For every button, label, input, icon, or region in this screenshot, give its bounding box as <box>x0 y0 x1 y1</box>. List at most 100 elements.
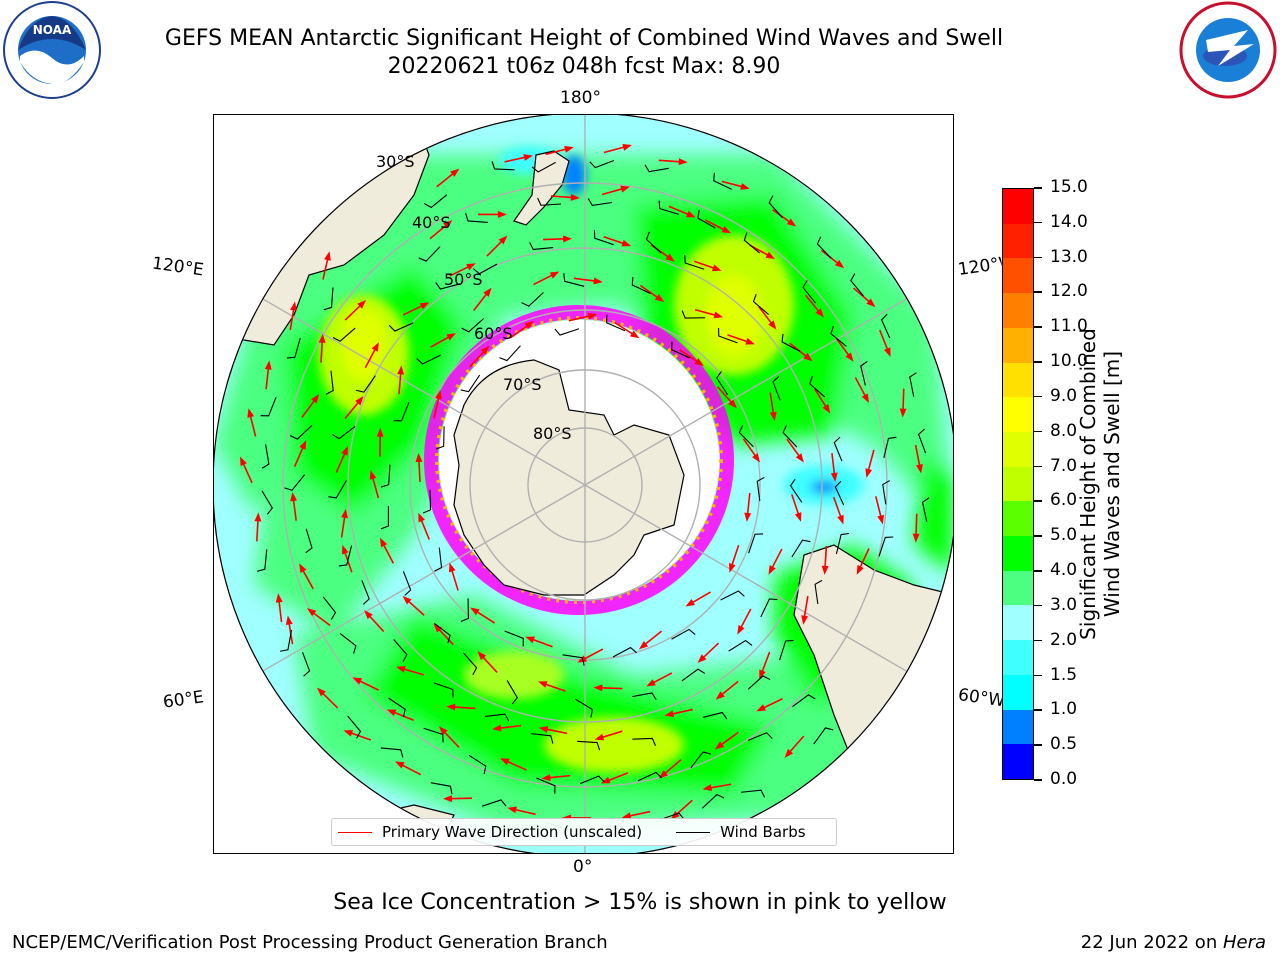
wave-direction-arrowhead <box>357 299 367 309</box>
wind-barb <box>380 747 404 758</box>
wind-barb <box>718 327 738 344</box>
lon-label-120e: 120°E <box>150 253 205 281</box>
wave-direction-arrowhead <box>801 615 809 625</box>
colorbar-tick-mark <box>1034 535 1042 537</box>
wind-barb <box>760 598 778 618</box>
footer-date-text: 22 Jun 2022 on <box>1080 932 1223 953</box>
wind-barb <box>256 549 268 572</box>
wave-direction-arrowhead <box>737 625 745 635</box>
wave-direction-arrow <box>509 324 529 339</box>
wave-direction-arrowhead <box>740 183 750 190</box>
wave-direction-arrowhead <box>419 302 430 310</box>
wave-direction-arrow <box>671 708 694 715</box>
colorbar-segment <box>1003 570 1033 606</box>
wave-direction-arrowhead <box>376 427 384 437</box>
wind-barb <box>289 424 313 440</box>
wave-direction-arrowhead <box>837 514 844 525</box>
wind-barb <box>563 273 585 287</box>
wave-direction-arrow <box>430 335 451 348</box>
wave-direction-arrow <box>344 304 362 321</box>
wave-direction-arrowhead <box>670 811 680 820</box>
wave-direction-arrowhead <box>254 512 262 522</box>
lat-label-50s: 50°S <box>444 270 483 289</box>
wave-direction-arrowhead <box>523 154 533 161</box>
wind-barb <box>713 172 733 190</box>
wave-direction-arrow <box>600 686 623 690</box>
wave-direction-arrow <box>513 808 536 816</box>
colorbar-tick-label: 0.0 <box>1050 769 1078 789</box>
wave-direction-arrow <box>371 476 380 499</box>
wave-direction-arrow <box>301 569 314 590</box>
colorbar-tick-mark <box>1034 500 1042 502</box>
wind-barb <box>768 195 783 219</box>
wave-direction-arrowhead <box>386 709 397 717</box>
colorbar-title-line2: Wind Waves and Swell [m] <box>1100 350 1124 618</box>
wind-barb <box>743 232 761 254</box>
wave-direction-arrow <box>249 414 257 437</box>
wave-direction-arrowhead <box>498 235 508 245</box>
nws-logo-icon <box>1179 1 1277 99</box>
wind-barb <box>716 371 729 396</box>
wave-direction-arrow <box>835 337 851 357</box>
sea-ice-note: Sea Ice Concentration > 15% is shown in … <box>333 890 947 915</box>
wind-barb <box>462 652 478 676</box>
colorbar-tick-label: 15.0 <box>1050 177 1088 197</box>
wave-direction-arrow <box>761 651 771 673</box>
colorbar-tick-mark <box>1034 674 1042 677</box>
wind-barb <box>402 571 412 596</box>
colorbar-tick-label: 7.0 <box>1050 455 1078 476</box>
wind-barb <box>305 528 313 554</box>
wave-direction-arrow <box>358 679 379 691</box>
wave-direction-arrowhead <box>355 396 364 406</box>
wave-direction-arrowhead <box>916 464 923 474</box>
wave-direction-arrowhead <box>541 774 551 782</box>
wave-direction-arrow <box>831 453 836 476</box>
wind-barb <box>606 314 626 332</box>
wave-direction-arrowhead <box>318 333 326 343</box>
wave-direction-arrowhead <box>470 607 480 616</box>
wave-direction-arrowhead <box>369 470 377 480</box>
wave-direction-arrow <box>720 680 739 696</box>
colorbar-tick-label: 12.0 <box>1050 281 1088 302</box>
wave-direction-arrowhead <box>697 654 707 664</box>
colorbar-segment <box>1003 362 1033 398</box>
colorbar-tick-mark <box>1034 639 1042 642</box>
wave-direction-arrowhead <box>714 741 725 750</box>
wind-barb <box>499 345 521 362</box>
wind-barb <box>261 490 273 515</box>
wave-direction-arrowhead <box>629 330 640 339</box>
wave-direction-arrowhead <box>299 440 307 450</box>
wave-direction-arrow <box>293 446 305 468</box>
wave-direction-arrowhead <box>549 271 560 279</box>
lat-label-30s: 30°S <box>376 152 415 171</box>
colorbar-segment <box>1003 223 1033 259</box>
wave-height-peaks <box>319 146 864 773</box>
wave-direction-arrowhead <box>815 308 824 318</box>
wind-barb <box>388 322 414 332</box>
colorbar-tick-label: 1.0 <box>1050 699 1078 720</box>
wave-direction-arrow <box>730 544 740 567</box>
polar-map <box>213 114 954 854</box>
wave-direction-arrowhead <box>443 220 453 229</box>
wind-barb <box>747 675 771 690</box>
wind-barb <box>422 489 432 514</box>
wind-barb <box>684 254 705 270</box>
wave-direction-arrow <box>533 273 554 286</box>
wind-barb <box>772 376 781 401</box>
primary-wave-legend-label: Primary Wave Direction (unscaled) <box>382 823 643 841</box>
wave-direction-arrowhead <box>593 277 603 285</box>
wind-barb <box>637 771 663 782</box>
wave-direction-arrow <box>312 611 331 627</box>
wind-barb <box>789 478 803 503</box>
wave-direction-arrowhead <box>711 264 722 272</box>
wind-barb <box>697 210 716 229</box>
wind-barb <box>658 200 680 215</box>
wind-barb <box>587 198 613 207</box>
wave-direction-arrow <box>437 628 454 646</box>
colorbar-tick-mark <box>1034 570 1042 572</box>
wind-barb <box>752 293 770 316</box>
wind-barb <box>491 161 515 171</box>
wind-barb <box>880 313 891 339</box>
wave-direction-arrow <box>859 548 870 569</box>
wave-direction-arrowhead <box>658 770 668 779</box>
